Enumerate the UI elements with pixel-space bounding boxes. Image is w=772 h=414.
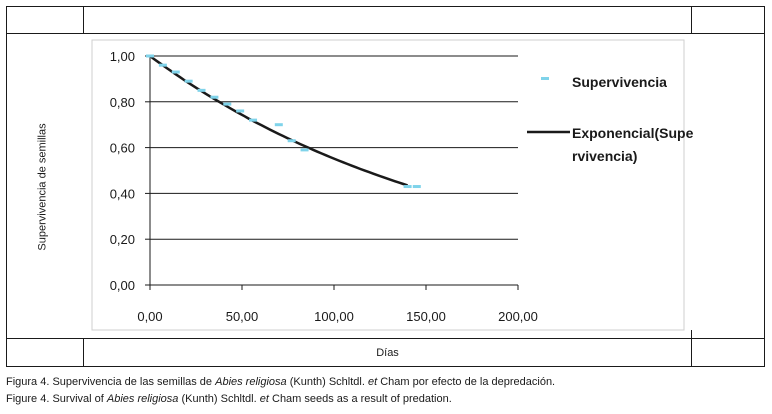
data-point — [249, 118, 258, 122]
table-border-col1-lower — [83, 338, 84, 367]
x-tick-label: 50,00 — [226, 309, 259, 324]
table-border-col2-lower — [691, 330, 692, 367]
x-tick-label: 0,00 — [137, 309, 162, 324]
data-point — [197, 88, 206, 92]
y-tick-label: 0,40 — [110, 186, 135, 201]
caption-es-prefix: Figura 4. Supervivencia de las semillas … — [6, 376, 216, 388]
gridlines — [150, 55, 518, 240]
caption-en-suffix: Cham seeds as a result of predation. — [268, 393, 452, 405]
legend-marker-supervivencia — [541, 77, 549, 80]
x-tick-label: 200,00 — [498, 309, 538, 324]
y-tick-label: 0,20 — [110, 232, 135, 247]
data-point — [412, 185, 421, 189]
y-tick-label: 0,00 — [110, 278, 135, 293]
caption-en-prefix: Figure 4. Survival of — [6, 393, 107, 405]
y-tick-label: 1,00 — [110, 49, 135, 64]
x-tick-label: 100,00 — [314, 309, 354, 324]
table-border-right — [764, 6, 765, 367]
caption-es-middle: (Kunth) Schltdl. — [286, 376, 368, 388]
data-point — [210, 95, 219, 99]
axes — [145, 55, 519, 290]
table-border-top — [6, 6, 764, 7]
y-tick-label: 0,60 — [110, 141, 135, 156]
data-point — [146, 54, 154, 58]
caption-english: Figure 4. Survival of Abies religiosa (K… — [6, 393, 452, 405]
trendline — [149, 54, 408, 187]
y-tick-label: 0,80 — [110, 95, 135, 110]
caption-en-middle: (Kunth) Schltdl. — [178, 393, 260, 405]
legend-label-exponencial-line1: Exponencial(Supe — [572, 125, 694, 141]
data-point — [158, 63, 167, 67]
data-point — [236, 109, 245, 113]
tick-labels: 0,00 0,20 0,40 0,60 0,80 1,00 0,00 50,00 100,00 1… — [110, 49, 538, 324]
table-border-bottom — [6, 366, 764, 367]
legend-label-supervivencia: Supervivencia — [572, 74, 667, 90]
table-border-col2 — [691, 6, 692, 33]
caption-en-species: Abies religiosa — [106, 393, 179, 405]
data-point — [300, 148, 309, 152]
caption-es-species: Abies religiosa — [215, 376, 287, 388]
chart-area-frame — [91, 39, 685, 331]
table-border-col1 — [83, 6, 84, 33]
x-tick-label: 150,00 — [406, 309, 446, 324]
caption-es-et: et — [367, 376, 378, 388]
x-axis-label: Días — [376, 346, 399, 359]
data-point — [223, 102, 232, 106]
data-point — [184, 79, 193, 83]
table-border-row1 — [6, 33, 764, 34]
legend: Supervivencia Exponencial(Supe rvivencia) — [527, 74, 694, 164]
legend-label-exponencial-line2: rvivencia) — [572, 148, 637, 164]
table-border-left — [6, 6, 7, 367]
caption-spanish: Figura 4. Supervivencia de las semillas … — [6, 376, 555, 388]
caption-es-suffix: Cham por efecto de la depredación. — [377, 376, 556, 388]
data-point — [274, 123, 283, 127]
caption-en-et: et — [259, 393, 269, 405]
trendline-group — [149, 54, 408, 187]
data-point — [403, 185, 412, 189]
table-border-row2 — [6, 338, 764, 339]
data-point — [287, 139, 296, 143]
data-point — [171, 70, 180, 74]
data-points — [146, 54, 421, 189]
